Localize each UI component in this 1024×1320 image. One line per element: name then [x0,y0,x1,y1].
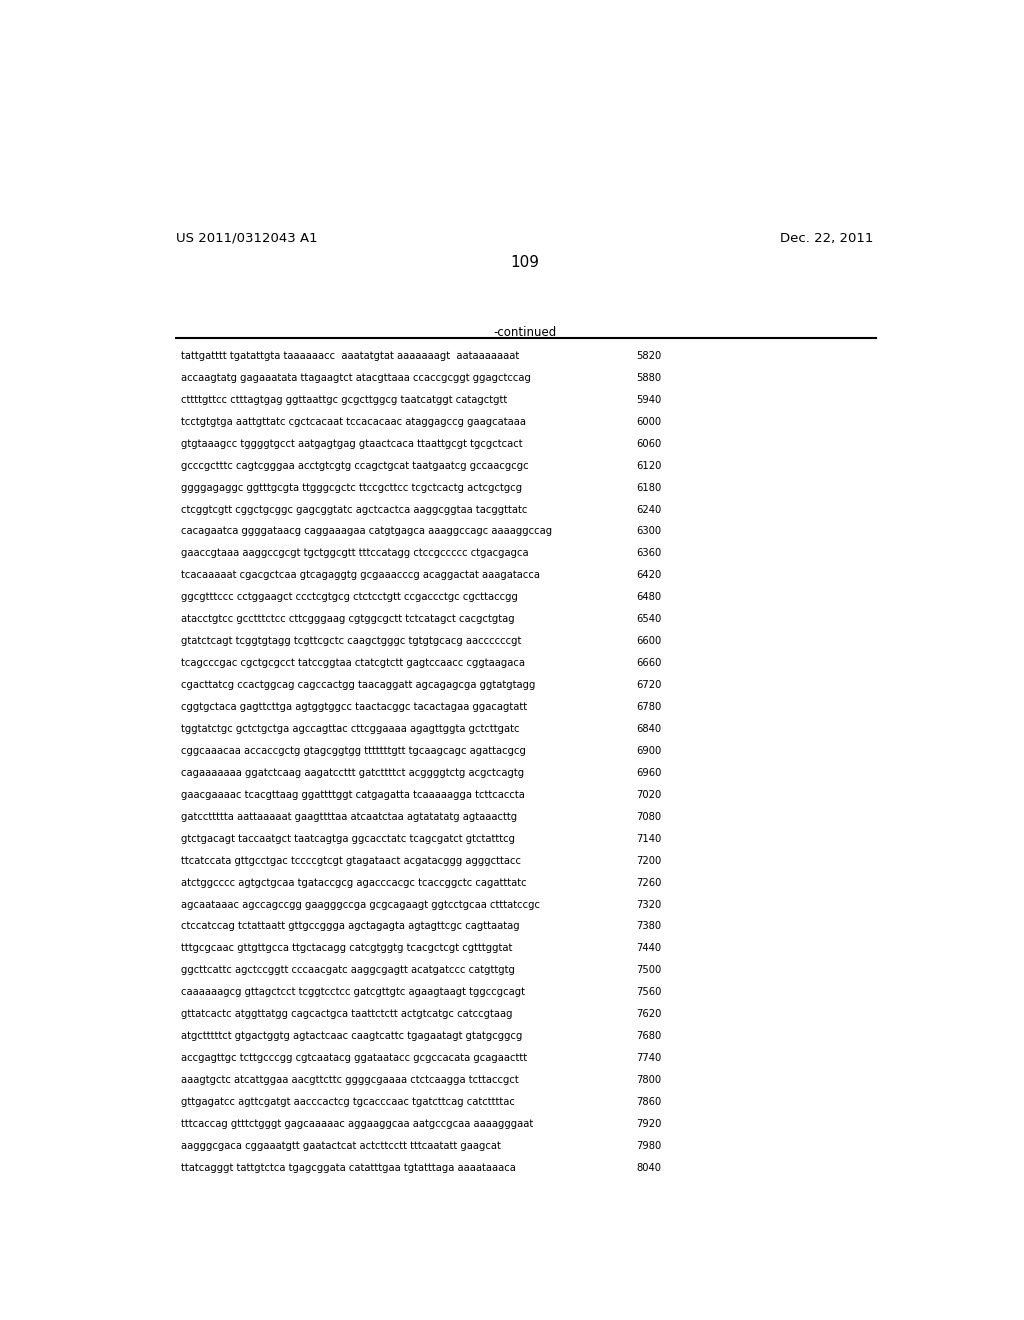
Text: 7920: 7920 [636,1119,662,1129]
Text: agcaataaac agccagccgg gaagggccga gcgcagaagt ggtcctgcaa ctttatccgc: agcaataaac agccagccgg gaagggccga gcgcaga… [180,899,540,909]
Text: 7800: 7800 [636,1074,662,1085]
Text: cttttgttcc ctttagtgag ggttaattgc gcgcttggcg taatcatggt catagctgtt: cttttgttcc ctttagtgag ggttaattgc gcgcttg… [180,395,507,405]
Text: 6600: 6600 [636,636,662,647]
Text: 7560: 7560 [636,987,662,998]
Text: gtatctcagt tcggtgtagg tcgttcgctc caagctgggc tgtgtgcacg aaccccccgt: gtatctcagt tcggtgtagg tcgttcgctc caagctg… [180,636,521,647]
Text: atctggcccc agtgctgcaa tgataccgcg agacccacgc tcaccggctc cagatttatc: atctggcccc agtgctgcaa tgataccgcg agaccca… [180,878,526,887]
Text: 6720: 6720 [636,680,662,690]
Text: 5880: 5880 [636,372,662,383]
Text: ggcttcattc agctccggtt cccaacgatc aaggcgagtt acatgatccc catgttgtg: ggcttcattc agctccggtt cccaacgatc aaggcga… [180,965,515,975]
Text: 7860: 7860 [636,1097,662,1107]
Text: 6120: 6120 [636,461,662,471]
Text: gttatcactc atggttatgg cagcactgca taattctctt actgtcatgc catccgtaag: gttatcactc atggttatgg cagcactgca taattct… [180,1010,512,1019]
Text: 7260: 7260 [636,878,662,887]
Text: ctccatccag tctattaatt gttgccggga agctagagta agtagttcgc cagttaatag: ctccatccag tctattaatt gttgccggga agctaga… [180,921,519,932]
Text: 5820: 5820 [636,351,662,360]
Text: 6780: 6780 [636,702,662,711]
Text: ggggagaggc ggtttgcgta ttgggcgctc ttccgcttcc tcgctcactg actcgctgcg: ggggagaggc ggtttgcgta ttgggcgctc ttccgct… [180,483,522,492]
Text: 6240: 6240 [636,504,662,515]
Text: ggcgtttccc cctggaagct ccctcgtgcg ctctcctgtt ccgaccctgc cgcttaccgg: ggcgtttccc cctggaagct ccctcgtgcg ctctcct… [180,593,517,602]
Text: 6540: 6540 [636,614,662,624]
Text: 7620: 7620 [636,1010,662,1019]
Text: 8040: 8040 [636,1163,662,1173]
Text: 7320: 7320 [636,899,662,909]
Text: 7200: 7200 [636,855,662,866]
Text: US 2011/0312043 A1: US 2011/0312043 A1 [176,231,317,244]
Text: atgctttttct gtgactggtg agtactcaac caagtcattc tgagaatagt gtatgcggcg: atgctttttct gtgactggtg agtactcaac caagtc… [180,1031,522,1041]
Text: 7140: 7140 [636,834,662,843]
Text: 5940: 5940 [636,395,662,405]
Text: 6480: 6480 [636,593,662,602]
Text: Dec. 22, 2011: Dec. 22, 2011 [780,231,873,244]
Text: ttatcagggt tattgtctca tgagcggata catatttgaa tgtatttaga aaaataaaca: ttatcagggt tattgtctca tgagcggata catattt… [180,1163,515,1173]
Text: 7440: 7440 [636,944,662,953]
Text: 6660: 6660 [636,659,662,668]
Text: 7980: 7980 [636,1140,662,1151]
Text: tcacaaaaat cgacgctcaa gtcagaggtg gcgaaacccg acaggactat aaagatacca: tcacaaaaat cgacgctcaa gtcagaggtg gcgaaac… [180,570,540,581]
Text: 6900: 6900 [636,746,662,756]
Text: 6840: 6840 [636,723,662,734]
Text: cacagaatca ggggataacg caggaaagaa catgtgagca aaaggccagc aaaaggccag: cacagaatca ggggataacg caggaaagaa catgtga… [180,527,552,536]
Text: gaacgaaaac tcacgttaag ggattttggt catgagatta tcaaaaagga tcttcaccta: gaacgaaaac tcacgttaag ggattttggt catgaga… [180,789,524,800]
Text: gttgagatcc agttcgatgt aacccactcg tgcacccaac tgatcttcag catcttttac: gttgagatcc agttcgatgt aacccactcg tgcaccc… [180,1097,515,1107]
Text: ctcggtcgtt cggctgcggc gagcggtatc agctcactca aaggcggtaa tacggttatc: ctcggtcgtt cggctgcggc gagcggtatc agctcac… [180,504,527,515]
Text: tggtatctgc gctctgctga agccagttac cttcggaaaa agagttggta gctcttgatc: tggtatctgc gctctgctga agccagttac cttcgga… [180,723,519,734]
Text: gtctgacagt taccaatgct taatcagtga ggcacctatc tcagcgatct gtctatttcg: gtctgacagt taccaatgct taatcagtga ggcacct… [180,834,515,843]
Text: 6000: 6000 [636,417,662,426]
Text: 7740: 7740 [636,1053,662,1063]
Text: tcagcccgac cgctgcgcct tatccggtaa ctatcgtctt gagtccaacc cggtaagaca: tcagcccgac cgctgcgcct tatccggtaa ctatcgt… [180,659,524,668]
Text: cagaaaaaaa ggatctcaag aagatccttt gatcttttct acggggtctg acgctcagtg: cagaaaaaaa ggatctcaag aagatccttt gatcttt… [180,768,524,777]
Text: gcccgctttc cagtcgggaa acctgtcgtg ccagctgcat taatgaatcg gccaacgcgc: gcccgctttc cagtcgggaa acctgtcgtg ccagctg… [180,461,528,471]
Text: tcctgtgtga aattgttatc cgctcacaat tccacacaac ataggagccg gaagcataaa: tcctgtgtga aattgttatc cgctcacaat tccacac… [180,417,525,426]
Text: caaaaaagcg gttagctcct tcggtcctcc gatcgttgtc agaagtaagt tggccgcagt: caaaaaagcg gttagctcct tcggtcctcc gatcgtt… [180,987,524,998]
Text: cggcaaacaa accaccgctg gtagcggtgg tttttttgtt tgcaagcagc agattacgcg: cggcaaacaa accaccgctg gtagcggtgg ttttttt… [180,746,525,756]
Text: 6420: 6420 [636,570,662,581]
Text: 6180: 6180 [636,483,662,492]
Text: tattgatttt tgatattgta taaaaaacc  aaatatgtat aaaaaaagt  aataaaaaaat: tattgatttt tgatattgta taaaaaacc aaatatgt… [180,351,519,360]
Text: accaagtatg gagaaatata ttagaagtct atacgttaaa ccaccgcggt ggagctccag: accaagtatg gagaaatata ttagaagtct atacgtt… [180,372,530,383]
Text: cggtgctaca gagttcttga agtggtggcc taactacggc tacactagaa ggacagtatt: cggtgctaca gagttcttga agtggtggcc taactac… [180,702,526,711]
Text: 109: 109 [510,255,540,269]
Text: 6300: 6300 [636,527,662,536]
Text: 7500: 7500 [636,965,662,975]
Text: aaagtgctc atcattggaa aacgttcttc ggggcgaaaa ctctcaagga tcttaccgct: aaagtgctc atcattggaa aacgttcttc ggggcgaa… [180,1074,518,1085]
Text: 6960: 6960 [636,768,662,777]
Text: 6360: 6360 [636,548,662,558]
Text: cgacttatcg ccactggcag cagccactgg taacaggatt agcagagcga ggtatgtagg: cgacttatcg ccactggcag cagccactgg taacagg… [180,680,536,690]
Text: tttgcgcaac gttgttgcca ttgctacagg catcgtggtg tcacgctcgt cgtttggtat: tttgcgcaac gttgttgcca ttgctacagg catcgtg… [180,944,512,953]
Text: aagggcgaca cggaaatgtt gaatactcat actcttcctt tttcaatatt gaagcat: aagggcgaca cggaaatgtt gaatactcat actcttc… [180,1140,501,1151]
Text: accgagttgc tcttgcccgg cgtcaatacg ggataatacc gcgccacata gcagaacttt: accgagttgc tcttgcccgg cgtcaatacg ggataat… [180,1053,526,1063]
Text: ttcatccata gttgcctgac tccccgtcgt gtagataact acgatacggg agggcttacc: ttcatccata gttgcctgac tccccgtcgt gtagata… [180,855,520,866]
Text: gaaccgtaaa aaggccgcgt tgctggcgtt tttccatagg ctccgccccc ctgacgagca: gaaccgtaaa aaggccgcgt tgctggcgtt tttccat… [180,548,528,558]
Text: 7680: 7680 [636,1031,662,1041]
Text: 7080: 7080 [636,812,662,822]
Text: -continued: -continued [494,326,556,339]
Text: atacctgtcc gcctttctcc cttcgggaag cgtggcgctt tctcatagct cacgctgtag: atacctgtcc gcctttctcc cttcgggaag cgtggcg… [180,614,514,624]
Text: 7020: 7020 [636,789,662,800]
Text: tttcaccag gtttctgggt gagcaaaaac aggaaggcaa aatgccgcaa aaaagggaat: tttcaccag gtttctgggt gagcaaaaac aggaaggc… [180,1119,532,1129]
Text: 6060: 6060 [636,438,662,449]
Text: 7380: 7380 [636,921,662,932]
Text: gtgtaaagcc tggggtgcct aatgagtgag gtaactcaca ttaattgcgt tgcgctcact: gtgtaaagcc tggggtgcct aatgagtgag gtaactc… [180,438,522,449]
Text: gatccttttta aattaaaaat gaagttttaa atcaatctaa agtatatatg agtaaacttg: gatccttttta aattaaaaat gaagttttaa atcaat… [180,812,517,822]
